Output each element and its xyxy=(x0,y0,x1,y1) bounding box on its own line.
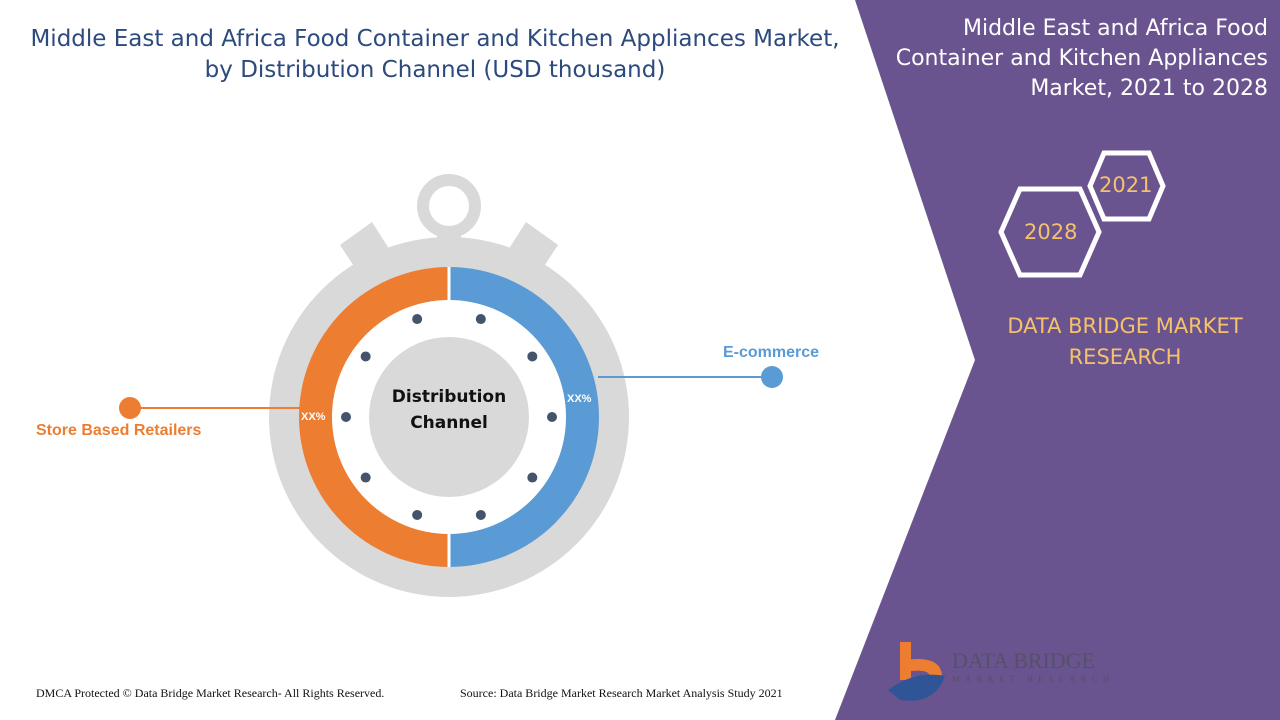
logo-text: DATA BRIDGE MARKET RESEARCH xyxy=(952,648,1114,684)
stopwatch xyxy=(269,174,629,597)
year-end: 2028 xyxy=(1024,220,1078,244)
page-title: Middle East and Africa Food Container an… xyxy=(30,26,840,83)
logo-subtitle: MARKET RESEARCH xyxy=(952,674,1115,684)
dial-dot xyxy=(547,412,557,422)
dial-dot xyxy=(475,509,486,520)
copyright-text: DMCA Protected © Data Bridge Market Rese… xyxy=(36,686,385,700)
brand-name: DATA BRIDGE MARKET RESEARCH xyxy=(1007,314,1243,369)
dial-dot xyxy=(341,412,351,422)
hexagon-2028 xyxy=(998,186,1102,278)
dial-dot xyxy=(360,472,371,483)
year-start: 2021 xyxy=(1099,173,1153,197)
source-text: Source: Data Bridge Market Research Mark… xyxy=(460,686,783,700)
value-label-store: XX% xyxy=(301,411,326,423)
dial-dot xyxy=(412,509,423,520)
value-label-ecommerce: XX% xyxy=(567,393,592,405)
hexagon-2021 xyxy=(1087,150,1166,222)
dial-dot xyxy=(527,472,538,483)
logo-title: DATA BRIDGE xyxy=(952,648,1096,673)
dial-dot xyxy=(412,314,423,325)
legend-store-based-retailers: Store Based Retailers xyxy=(36,422,202,439)
marker-store xyxy=(119,397,141,419)
chart-center-title: Distribution Channel xyxy=(391,387,507,433)
side-panel-background xyxy=(835,0,1280,720)
dial-dot xyxy=(527,351,538,362)
marker-ecommerce xyxy=(761,366,783,388)
dial-dot xyxy=(360,351,371,362)
side-panel-title: Middle East and Africa Food Container an… xyxy=(895,16,1268,101)
logo-mark xyxy=(888,642,945,701)
legend-e-commerce: E-commerce xyxy=(723,344,820,361)
dial-dot xyxy=(475,314,486,325)
